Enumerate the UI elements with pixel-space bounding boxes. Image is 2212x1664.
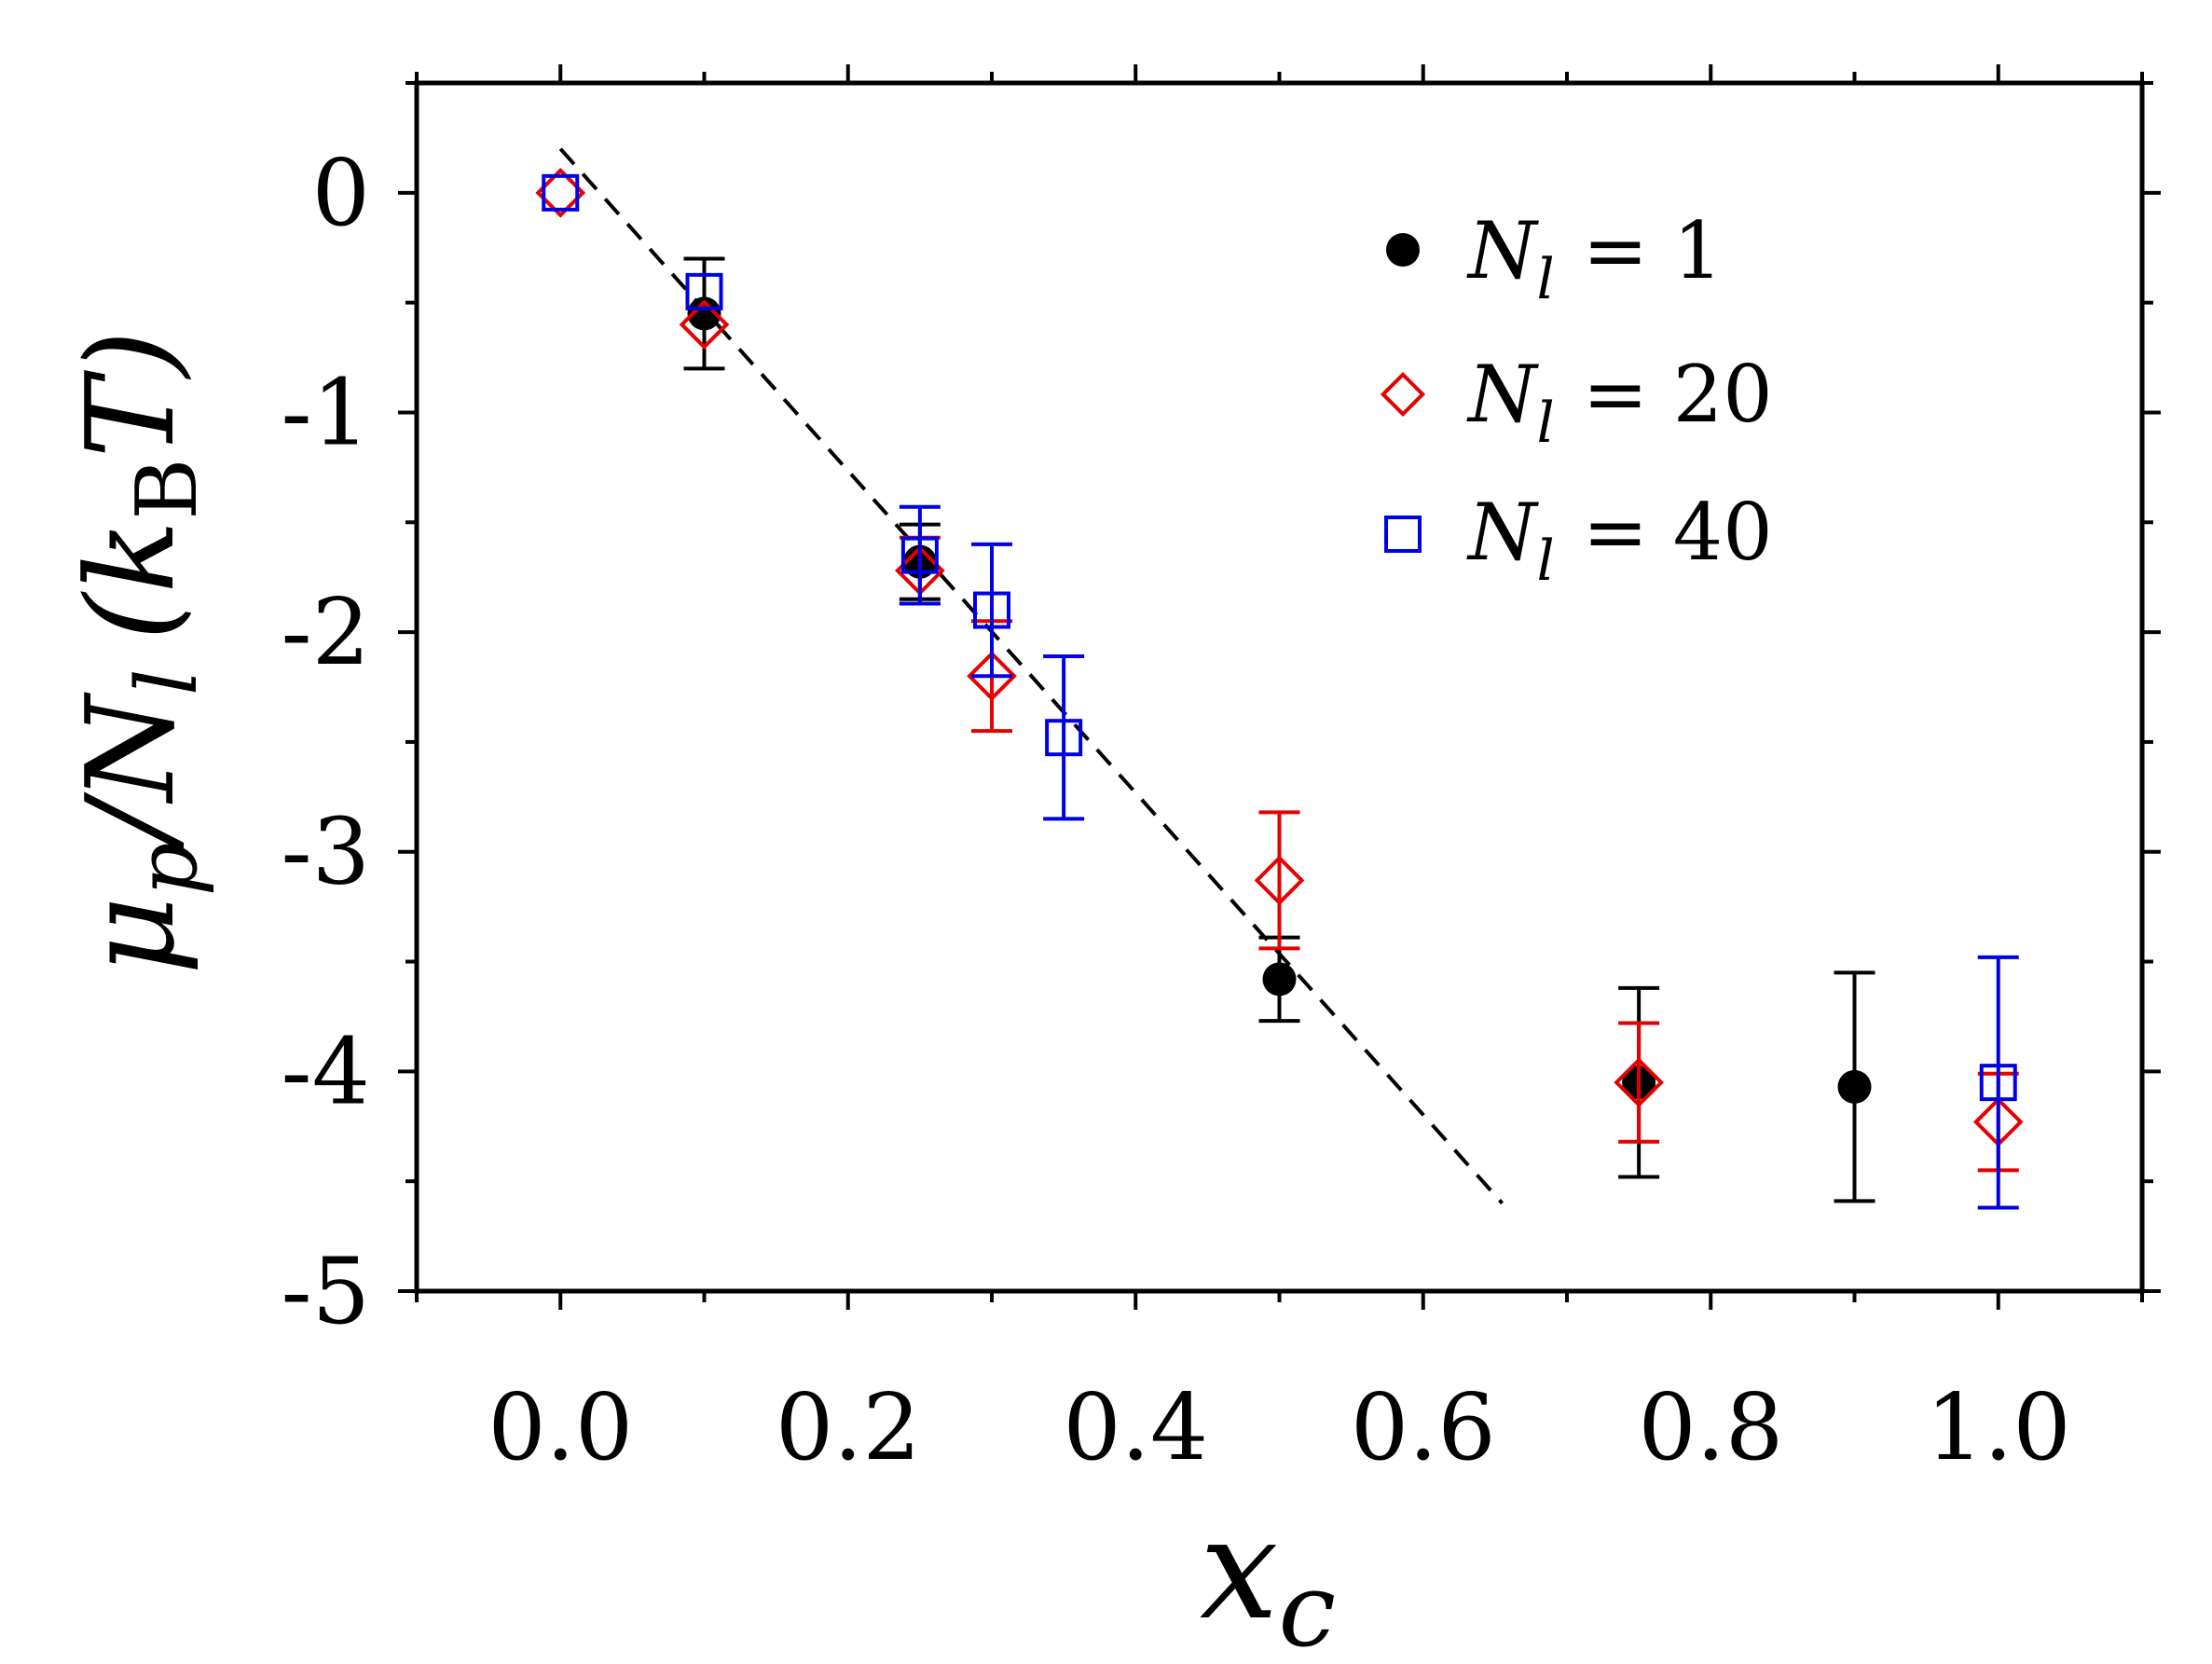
x-tick-label: 0.8 bbox=[1638, 1375, 1783, 1481]
legend-label-nl20-sub: l bbox=[1537, 391, 1555, 456]
fit-line bbox=[558, 147, 1504, 1205]
data-point bbox=[687, 296, 721, 331]
series-3 bbox=[542, 173, 2019, 1210]
y-tick-label: -1 bbox=[282, 360, 370, 466]
x-axis-title-base: x bbox=[1200, 1489, 1279, 1651]
legend-marker-nl40 bbox=[1384, 516, 1422, 553]
y-axis-title-unit-k: (k bbox=[60, 520, 201, 641]
legend-label-nl20-base: N bbox=[1466, 349, 1539, 440]
x-tick-label: 0.2 bbox=[776, 1375, 921, 1481]
legend-label-nl1-base: N bbox=[1466, 205, 1539, 296]
y-tick-label: -2 bbox=[282, 580, 370, 686]
plot-frame bbox=[414, 80, 2145, 1294]
data-point bbox=[1045, 719, 1083, 757]
series-layer bbox=[535, 167, 2024, 1210]
data-point bbox=[1254, 855, 1305, 906]
y-axis-title-main: μ bbox=[60, 896, 201, 975]
x-axis-title-sub: c bbox=[1279, 1550, 1337, 1664]
x-tick-label: 1.0 bbox=[1926, 1375, 2071, 1481]
fit-line-layer bbox=[558, 147, 1504, 1205]
data-point bbox=[1979, 1064, 2017, 1102]
y-axis-title-sub2: l bbox=[118, 668, 216, 695]
y-axis-title-unit-tail: T) bbox=[60, 330, 201, 458]
data-point bbox=[679, 299, 730, 351]
legend-label-nl40: Nl = 40 bbox=[1466, 487, 1773, 594]
data-point bbox=[685, 272, 723, 310]
y-tick-label: -3 bbox=[282, 800, 370, 906]
data-point bbox=[900, 536, 939, 574]
y-axis-title-unit-sub: B bbox=[118, 459, 216, 520]
legend-label-nl40-base: N bbox=[1466, 487, 1539, 578]
y-tick-label: 0 bbox=[312, 141, 370, 247]
legend-label-nl1-eq: = 1 bbox=[1583, 205, 1724, 296]
y-tick-label: -4 bbox=[282, 1019, 370, 1125]
data-point bbox=[1262, 962, 1297, 997]
legend: Nl = 1 Nl = 20 Nl = 40 bbox=[1380, 205, 1773, 594]
x-tick-label: 0.4 bbox=[1063, 1375, 1208, 1481]
legend-label-nl20: Nl = 20 bbox=[1466, 349, 1773, 456]
data-point bbox=[973, 591, 1010, 629]
legend-label-nl40-sub: l bbox=[1537, 529, 1555, 594]
data-point bbox=[1837, 1069, 1872, 1104]
tick-labels: 0.0 0.2 0.4 0.6 0.8 1.0 0 -1 -2 -3 -4 -5 bbox=[282, 141, 2071, 1481]
x-tick-label: 0.0 bbox=[488, 1375, 633, 1481]
data-point bbox=[967, 651, 1017, 702]
y-axis-title-sub1: p bbox=[118, 843, 216, 897]
y-tick-label: -5 bbox=[282, 1239, 370, 1345]
data-point bbox=[1614, 1057, 1664, 1107]
x-axis-title: xc bbox=[1200, 1489, 1336, 1664]
legend-label-nl20-eq: = 20 bbox=[1583, 349, 1773, 440]
y-axis-title: μp/Nl (kBT) bbox=[60, 330, 216, 975]
y-axis-title-mid: /N bbox=[60, 692, 201, 853]
data-point bbox=[542, 173, 580, 212]
legend-marker-nl1 bbox=[1386, 233, 1420, 267]
x-tick-label: 0.6 bbox=[1351, 1375, 1496, 1481]
legend-label-nl1-sub: l bbox=[1537, 247, 1555, 312]
legend-marker-nl20 bbox=[1380, 371, 1426, 418]
legend-label-nl40-eq: = 40 bbox=[1583, 487, 1773, 578]
legend-label-nl1: Nl = 1 bbox=[1466, 205, 1723, 312]
